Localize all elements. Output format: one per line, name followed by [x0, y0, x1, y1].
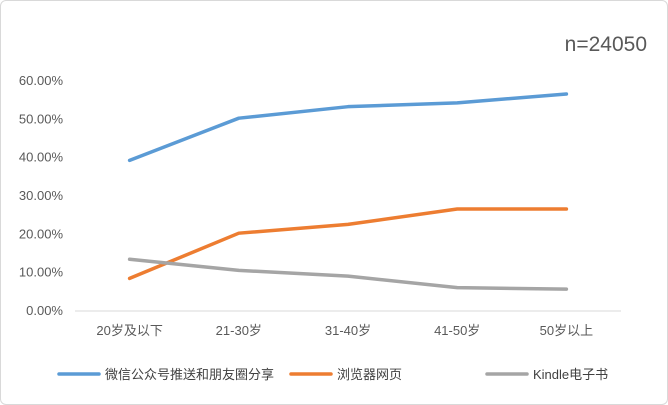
- legend-label-kindle: Kindle电子书: [533, 367, 608, 382]
- legend-label-wechat: 微信公众号推送和朋友圈分享: [105, 367, 274, 382]
- y-tick-label: 60.00%: [19, 73, 64, 88]
- series-line-0: [127, 92, 569, 163]
- x-tick-label: 21-30岁: [216, 323, 262, 338]
- series-line-2: [127, 257, 569, 291]
- x-axis-ticks: 20岁及以下 21-30岁 31-40岁 41-50岁 50岁以上: [96, 323, 593, 338]
- y-tick-label: 30.00%: [19, 188, 64, 203]
- legend-label-browser: 浏览器网页: [337, 367, 402, 382]
- y-tick-label: 0.00%: [26, 303, 63, 318]
- legend: 微信公众号推送和朋友圈分享 浏览器网页 Kindle电子书: [57, 367, 608, 382]
- x-tick-label: 41-50岁: [434, 323, 480, 338]
- x-tick-label: 50岁以上: [540, 323, 593, 338]
- y-axis-ticks: 0.00% 10.00% 20.00% 30.00% 40.00% 50.00%…: [19, 73, 64, 318]
- x-tick-label: 20岁及以下: [96, 323, 162, 338]
- sample-size-note: n=24050: [565, 33, 647, 56]
- y-tick-label: 10.00%: [19, 265, 64, 280]
- x-tick-label: 31-40岁: [325, 323, 371, 338]
- y-tick-label: 50.00%: [19, 111, 64, 126]
- series-line-1: [127, 207, 569, 281]
- y-tick-label: 20.00%: [19, 226, 64, 241]
- y-tick-label: 40.00%: [19, 150, 64, 165]
- series-lines: [127, 92, 569, 291]
